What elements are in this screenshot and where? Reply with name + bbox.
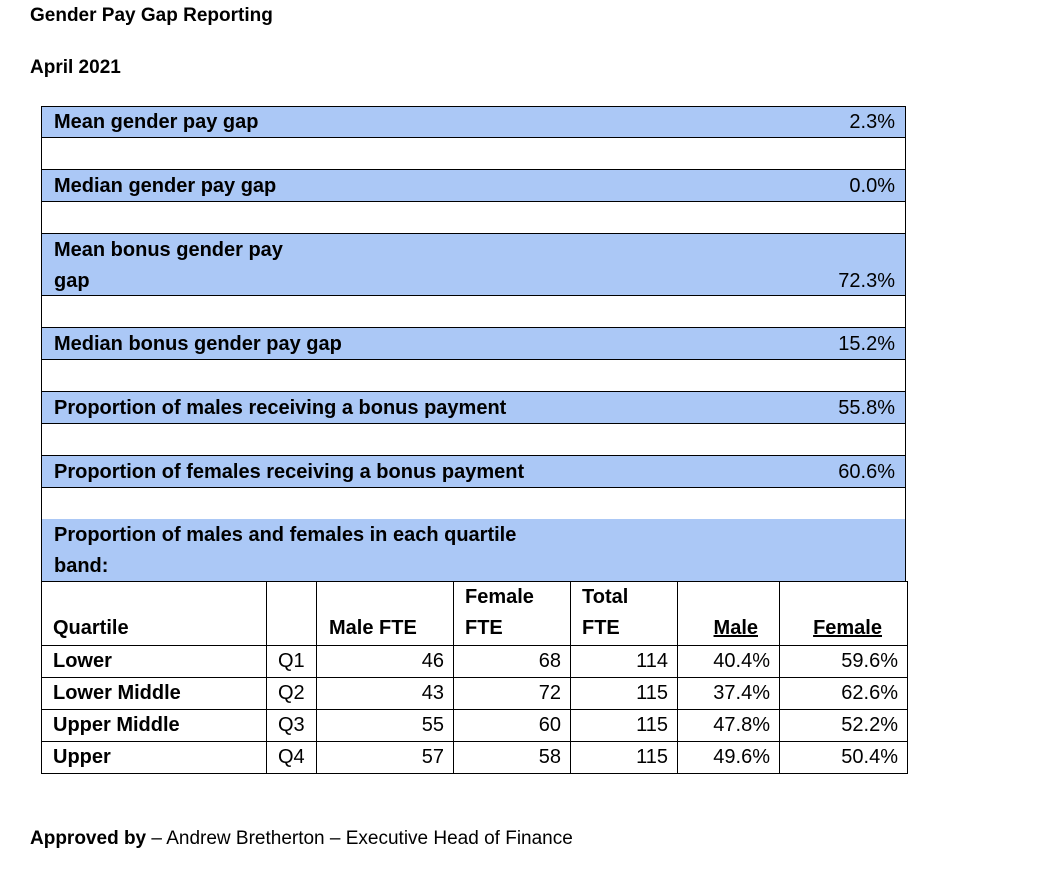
spacer-row bbox=[41, 359, 906, 392]
quartile-code: Q4 bbox=[266, 741, 317, 774]
female-pct-cell: 50.4% bbox=[779, 741, 908, 774]
spacer-row bbox=[41, 423, 906, 456]
header-code bbox=[266, 581, 317, 646]
header-total-fte: Total FTE bbox=[570, 581, 678, 646]
female-fte-cell: 58 bbox=[453, 741, 571, 774]
female-fte-cell: 72 bbox=[453, 677, 571, 710]
total-fte-cell: 115 bbox=[570, 677, 678, 710]
female-fte-cell: 68 bbox=[453, 645, 571, 678]
metric-value: 55.8% bbox=[838, 397, 895, 419]
quartile-code: Q3 bbox=[266, 709, 317, 742]
report-date: April 2021 bbox=[30, 57, 121, 78]
quartile-heading-line2: band: bbox=[54, 555, 109, 577]
male-fte-cell: 57 bbox=[316, 741, 454, 774]
header-male-label: Male bbox=[713, 617, 758, 639]
table-header-row: Quartile Male FTE Female FTE Total FTE Mal… bbox=[41, 581, 908, 646]
metric-row-median-pay-gap: Median gender pay gap 0.0% bbox=[41, 169, 906, 202]
metric-row-males-bonus: Proportion of males receiving a bonus pa… bbox=[41, 391, 906, 424]
spacer-row bbox=[41, 201, 906, 234]
table-row: Upper Middle Q3 55 60 115 47.8% 52.2% bbox=[41, 709, 908, 742]
male-fte-cell: 55 bbox=[316, 709, 454, 742]
metric-label-line2: gap bbox=[54, 270, 90, 292]
quartile-code: Q1 bbox=[266, 645, 317, 678]
quartile-name: Lower Middle bbox=[41, 677, 267, 710]
female-pct-cell: 52.2% bbox=[779, 709, 908, 742]
header-male: Male bbox=[677, 581, 780, 646]
metric-value: 2.3% bbox=[849, 111, 895, 133]
metric-value: 72.3% bbox=[838, 270, 895, 292]
quartile-code: Q2 bbox=[266, 677, 317, 710]
metric-label: Median bonus gender pay gap bbox=[54, 333, 342, 355]
male-fte-cell: 46 bbox=[316, 645, 454, 678]
header-female: Female bbox=[779, 581, 908, 646]
quartile-heading-line1: Proportion of males and females in each … bbox=[54, 524, 517, 546]
spacer-row bbox=[41, 487, 906, 520]
quartile-name: Lower bbox=[41, 645, 267, 678]
male-pct-cell: 37.4% bbox=[677, 677, 780, 710]
table-row: Lower Middle Q2 43 72 115 37.4% 62.6% bbox=[41, 677, 908, 710]
quartile-name: Upper Middle bbox=[41, 709, 267, 742]
quartile-table: Quartile Male FTE Female FTE Total FTE Mal… bbox=[41, 581, 908, 774]
approval-line: Approved by – Andrew Bretherton – Execut… bbox=[30, 828, 573, 850]
metric-row-mean-pay-gap: Mean gender pay gap 2.3% bbox=[41, 106, 906, 138]
header-female-fte-line2: FTE bbox=[465, 617, 503, 639]
metric-value: 15.2% bbox=[838, 333, 895, 355]
table-row: Lower Q1 46 68 114 40.4% 59.6% bbox=[41, 645, 908, 678]
metric-label: Median gender pay gap bbox=[54, 175, 277, 197]
header-total-fte-line1: Total bbox=[582, 586, 629, 608]
metric-label: Proportion of females receiving a bonus … bbox=[54, 461, 525, 483]
spacer-row bbox=[41, 137, 906, 170]
total-fte-cell: 115 bbox=[570, 709, 678, 742]
header-female-fte-line1: Female bbox=[465, 586, 534, 608]
female-pct-cell: 62.6% bbox=[779, 677, 908, 710]
metric-label: Mean gender pay gap bbox=[54, 111, 259, 133]
metric-label-line1: Mean bonus gender pay bbox=[54, 239, 283, 261]
quartile-name: Upper bbox=[41, 741, 267, 774]
header-quartile: Quartile bbox=[41, 581, 267, 646]
metric-row-mean-bonus-gap: Mean bonus gender pay gap 72.3% bbox=[41, 233, 906, 296]
metric-value: 60.6% bbox=[838, 461, 895, 483]
total-fte-cell: 114 bbox=[570, 645, 678, 678]
female-pct-cell: 59.6% bbox=[779, 645, 908, 678]
total-fte-cell: 115 bbox=[570, 741, 678, 774]
metric-row-median-bonus-gap: Median bonus gender pay gap 15.2% bbox=[41, 327, 906, 360]
male-pct-cell: 40.4% bbox=[677, 645, 780, 678]
quartile-section-heading: Proportion of males and females in each … bbox=[41, 519, 906, 582]
header-female-fte: Female FTE bbox=[453, 581, 571, 646]
female-fte-cell: 60 bbox=[453, 709, 571, 742]
metric-label: Proportion of males receiving a bonus pa… bbox=[54, 397, 507, 419]
table-row: Upper Q4 57 58 115 49.6% 50.4% bbox=[41, 741, 908, 774]
header-total-fte-line2: FTE bbox=[582, 617, 620, 639]
header-male-fte: Male FTE bbox=[316, 581, 454, 646]
approved-by-label: Approved by bbox=[30, 828, 147, 849]
male-pct-cell: 49.6% bbox=[677, 741, 780, 774]
document-title: Gender Pay Gap Reporting bbox=[30, 5, 273, 26]
metric-value: 0.0% bbox=[849, 175, 895, 197]
metric-row-females-bonus: Proportion of females receiving a bonus … bbox=[41, 455, 906, 488]
header-female-label: Female bbox=[813, 617, 882, 639]
male-fte-cell: 43 bbox=[316, 677, 454, 710]
spacer-row bbox=[41, 295, 906, 328]
approved-by-text: – Andrew Bretherton – Executive Head of … bbox=[146, 828, 573, 849]
male-pct-cell: 47.8% bbox=[677, 709, 780, 742]
